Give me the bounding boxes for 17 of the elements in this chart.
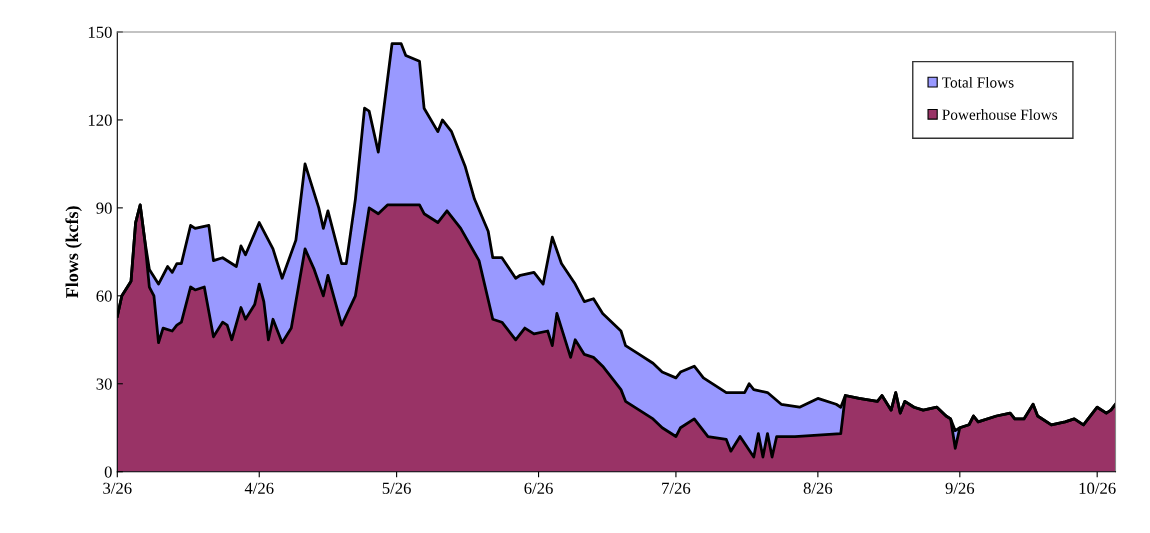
x-tick-label: 8/26 [803,482,833,494]
x-tick-label: 9/26 [945,482,975,494]
x-tick-label: 10/26 [1079,482,1116,494]
y-tick-label: 150 [88,26,112,38]
legend-label: Powerhouse Flows [942,109,1058,120]
y-tick-label: 60 [96,290,112,302]
x-tick-label: 6/26 [524,482,553,494]
y-tick-label: 0 [104,466,112,478]
y-tick-label: 120 [88,114,112,126]
x-tick-label: 4/26 [244,482,274,494]
y-tick-label: 30 [96,378,112,390]
y-axis-title: Flows (kcfs) [65,206,82,298]
y-tick-label: 90 [96,202,112,214]
x-tick-label: 3/26 [103,482,132,494]
x-tick-label: 7/26 [662,482,691,494]
legend-label: Total Flows [942,76,1014,88]
x-tick-label: 5/26 [382,482,411,494]
